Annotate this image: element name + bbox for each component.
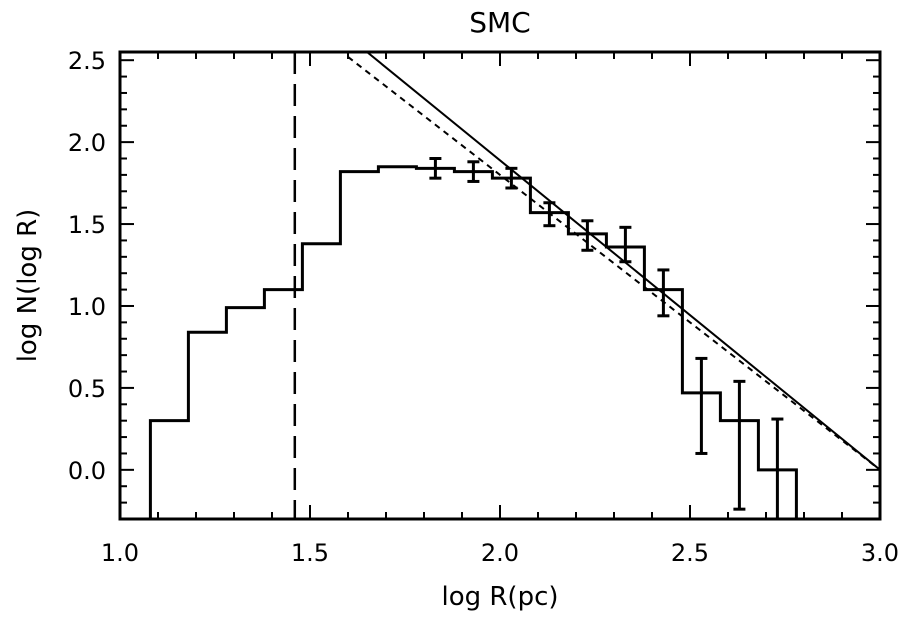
- error-bars-group: [429, 157, 784, 519]
- dashed-fit-line: [347, 56, 880, 471]
- error-bar: [771, 417, 784, 519]
- error-bar: [695, 356, 708, 455]
- y-tick-labels: 0.0 0.5 1.0 1.5 2.0 2.5: [68, 47, 106, 485]
- x-tick-label: 1.5: [291, 539, 329, 567]
- y-tick-label: 2.0: [68, 129, 106, 157]
- y-axis-label: log N(log R): [13, 209, 43, 363]
- histogram-group: [148, 165, 798, 519]
- error-bar: [543, 201, 556, 228]
- x-tick-label: 1.0: [101, 539, 139, 567]
- axis-ticks: [120, 52, 880, 519]
- plot-frame: [118, 50, 882, 521]
- y-tick-label: 2.5: [68, 47, 106, 75]
- x-tick-label: 2.0: [481, 539, 519, 567]
- x-axis-label: log R(pc): [441, 582, 558, 612]
- y-tick-label: 0.5: [68, 375, 106, 403]
- x-tick-label: 3.0: [861, 539, 899, 567]
- x-tick-label: 2.5: [671, 539, 709, 567]
- error-bar: [505, 166, 518, 190]
- y-tick-label: 1.0: [68, 293, 106, 321]
- error-bar: [467, 160, 480, 183]
- error-bar: [733, 379, 746, 511]
- x-tick-labels: 1.0 1.5 2.0 2.5 3.0: [101, 539, 899, 567]
- histogram-outline: [148, 165, 798, 519]
- y-tick-label: 0.0: [68, 457, 106, 485]
- error-bar: [429, 157, 442, 180]
- error-bar: [581, 219, 594, 252]
- error-bar: [619, 225, 632, 264]
- y-tick-label: 1.5: [68, 211, 106, 239]
- fit-lines-group: [347, 52, 880, 471]
- error-bar: [657, 268, 670, 318]
- chart-title: SMC: [469, 6, 530, 39]
